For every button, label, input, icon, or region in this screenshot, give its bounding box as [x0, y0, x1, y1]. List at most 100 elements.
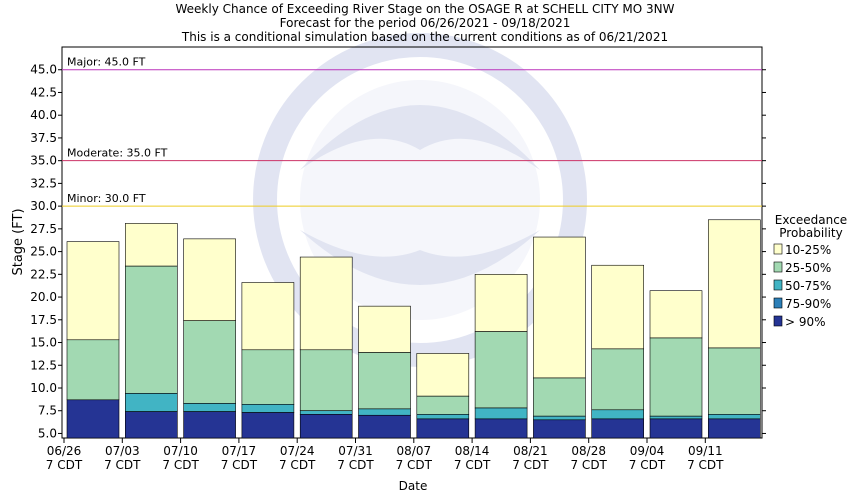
bar-segment — [358, 414, 411, 439]
x-tick-tz: 7 CDT — [221, 458, 258, 472]
chart-title-line: Forecast for the period 06/26/2021 - 09/… — [280, 16, 571, 30]
x-tick-date: 08/28 — [571, 444, 606, 458]
legend-entry: > 90% — [785, 315, 826, 329]
y-tick-label: 25.0 — [30, 245, 57, 259]
x-tick-tz: 7 CDT — [454, 458, 491, 472]
y-tick-label: 5.0 — [38, 426, 57, 440]
bar-segment — [241, 412, 295, 439]
bar-segment — [533, 236, 586, 379]
bar-segment — [66, 399, 120, 439]
bar-segment — [358, 408, 411, 416]
bar-segment — [299, 410, 353, 415]
x-tick-date: 08/21 — [513, 444, 548, 458]
legend-entry: 75-90% — [785, 297, 831, 311]
legend-title: Exceedance — [775, 213, 847, 227]
bar-segment — [66, 241, 120, 341]
bar-segment — [533, 377, 586, 417]
x-tick-date: 09/11 — [688, 444, 723, 458]
bar-segment — [299, 256, 353, 351]
bar-segment — [707, 418, 761, 439]
y-tick-label: 17.5 — [30, 313, 57, 327]
x-tick-tz: 7 CDT — [46, 458, 83, 472]
legend-swatch — [773, 243, 783, 255]
bar-segment — [416, 418, 470, 439]
x-tick-tz: 7 CDT — [104, 458, 141, 472]
x-axis-label: Date — [399, 479, 428, 493]
y-tick-label: 12.5 — [30, 358, 57, 372]
threshold-label: Minor: 30.0 FT — [67, 192, 146, 205]
bar-segment — [125, 223, 178, 267]
bar-segment — [358, 352, 411, 410]
chart-title-line: This is a conditional simulation based o… — [181, 30, 668, 44]
threshold-label: Moderate: 35.0 FT — [67, 147, 168, 160]
exceedance-bars — [66, 219, 761, 439]
bar-segment — [241, 282, 295, 351]
y-tick-label: 42.5 — [30, 85, 57, 99]
bar-segment — [299, 349, 353, 412]
bar-segment — [66, 339, 120, 401]
legend-entry: 50-75% — [785, 279, 831, 293]
bar-segment — [591, 409, 645, 420]
bar-segment — [125, 411, 178, 439]
bar-segment — [591, 418, 645, 439]
bar-segment — [183, 238, 236, 322]
legend-swatch — [773, 261, 783, 273]
x-tick-date: 07/31 — [338, 444, 373, 458]
x-tick-date: 06/26 — [47, 444, 82, 458]
bar-segment — [707, 219, 761, 349]
bar-segment — [241, 349, 295, 405]
y-tick-label: 45.0 — [30, 63, 57, 77]
bar-segment — [183, 320, 236, 404]
bar-segment — [474, 331, 528, 409]
bar-segment — [533, 415, 586, 421]
x-tick-date: 08/07 — [397, 444, 432, 458]
legend-entry: 10-25% — [785, 243, 831, 257]
x-tick-tz: 7 CDT — [337, 458, 374, 472]
y-tick-label: 32.5 — [30, 176, 57, 190]
legend-title: Probability — [779, 226, 842, 240]
y-axis-label: Stage (FT) — [11, 208, 26, 275]
bar-segment — [649, 290, 703, 339]
bar-segment — [125, 393, 178, 412]
legend-swatch — [773, 279, 783, 291]
plot-area — [61, 46, 763, 439]
x-tick-tz: 7 CDT — [687, 458, 724, 472]
bar-segment — [299, 414, 353, 439]
flood-stage-thresholds: Major: 45.0 FT Moderate: 35.0 FT Minor: 30… — [62, 56, 762, 207]
bar-segment — [591, 348, 645, 411]
y-tick-label: 22.5 — [30, 267, 57, 281]
x-tick-tz: 7 CDT — [396, 458, 433, 472]
bar-segment — [707, 414, 761, 420]
y-axis: 5.0 7.5 10.0 12.5 15.0 17.5 20.0 22.5 25.0 27.5 30… — [30, 63, 766, 440]
bar-segment — [358, 305, 411, 353]
y-tick-label: 27.5 — [30, 222, 57, 236]
bar-segment — [183, 403, 236, 412]
bar-segment — [416, 353, 470, 397]
x-tick-date: 09/04 — [630, 444, 665, 458]
x-tick-tz: 7 CDT — [512, 458, 549, 472]
y-tick-label: 37.5 — [30, 131, 57, 145]
threshold-label: Major: 45.0 FT — [67, 56, 146, 69]
bar-segment — [533, 419, 586, 439]
bar-segment — [416, 395, 470, 415]
legend-swatch — [773, 297, 783, 309]
x-tick-tz: 7 CDT — [162, 458, 199, 472]
y-tick-label: 35.0 — [30, 154, 57, 168]
bar-segment — [649, 415, 703, 420]
x-tick-date: 08/14 — [455, 444, 490, 458]
bar-segment — [416, 414, 470, 420]
x-tick-tz: 7 CDT — [279, 458, 316, 472]
bar-segment — [649, 418, 703, 439]
x-tick-date: 07/17 — [222, 444, 257, 458]
bar-segment — [707, 347, 761, 415]
chart-title: Weekly Chance of Exceeding River Stage o… — [175, 2, 674, 44]
bar-segment — [474, 407, 528, 420]
x-tick-date: 07/03 — [105, 444, 140, 458]
chart-title-line: Weekly Chance of Exceeding River Stage o… — [175, 2, 674, 16]
y-tick-label: 20.0 — [30, 290, 57, 304]
y-tick-label: 15.0 — [30, 336, 57, 350]
bar-segment — [183, 411, 236, 439]
